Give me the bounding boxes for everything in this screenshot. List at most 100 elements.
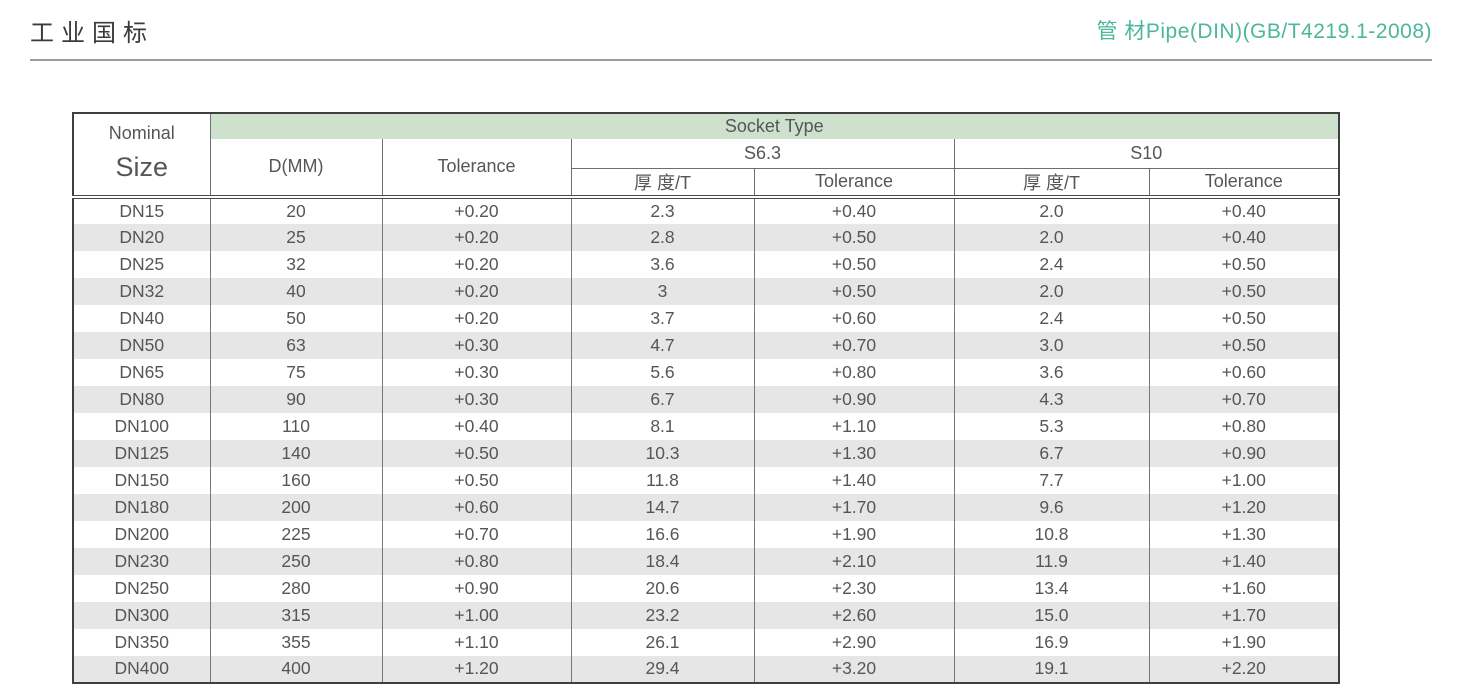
header-d-mm: D(MM) xyxy=(209,139,382,197)
table-cell: 2.3 xyxy=(570,196,754,224)
table-cell: 14.7 xyxy=(570,493,754,521)
table-cell: 9.6 xyxy=(953,493,1149,521)
table-cell: 63 xyxy=(209,331,382,359)
table-cell: 400 xyxy=(209,655,382,683)
table-row: DN65 75 +0.30 5.6 +0.80 3.6 +0.60 xyxy=(73,358,1340,386)
table-cell: +1.60 xyxy=(1148,574,1340,602)
pipe-spec-table: Nominal Size Socket Type D(MM) Tolerance… xyxy=(72,112,1341,684)
table-cell: +0.40 xyxy=(1148,223,1340,251)
table-cell: +0.60 xyxy=(753,304,954,332)
table-row: DN40 50 +0.20 3.7 +0.60 2.4 +0.50 xyxy=(73,304,1340,332)
table-cell: 11.9 xyxy=(953,547,1149,575)
table-cell: 3.6 xyxy=(570,250,754,278)
table-cell: DN400 xyxy=(114,658,169,678)
table-cell: 20 xyxy=(209,196,382,224)
table-cell: +0.90 xyxy=(753,385,954,413)
table-cell: +1.40 xyxy=(1148,547,1340,575)
table-cell: 18.4 xyxy=(570,547,754,575)
table-cell: DN180 xyxy=(114,496,169,517)
table-cell: +2.10 xyxy=(753,547,954,575)
table-cell: 13.4 xyxy=(953,574,1149,602)
table-cell: 50 xyxy=(209,304,382,332)
table-cell: DN100 xyxy=(114,415,169,436)
table-cell: 3.0 xyxy=(953,331,1149,359)
header-tolerance-s10: Tolerance xyxy=(1148,168,1340,197)
table-cell: +0.20 xyxy=(381,250,571,278)
table-cell: 355 xyxy=(209,628,382,656)
table-cell: 140 xyxy=(209,439,382,467)
table-cell: DN150 xyxy=(114,469,169,490)
table-cell: DN40 xyxy=(119,307,165,328)
table-cell: +0.90 xyxy=(381,574,571,602)
table-body: DN15 20 +0.20 2.3 +0.40 2.0 +0.40 DN20 25 +0.20 2.… xyxy=(73,196,1340,683)
table-row: DN300 315 +1.00 23.2 +2.60 15.0 +1.70 xyxy=(73,601,1340,629)
table-cell: +0.30 xyxy=(381,331,571,359)
table-cell: +0.20 xyxy=(381,277,571,305)
header-tolerance-s63: Tolerance xyxy=(753,168,954,197)
table-cell: DN350 xyxy=(114,631,169,652)
table-cell: DN32 xyxy=(119,280,165,301)
table-row: DN80 90 +0.30 6.7 +0.90 4.3 +0.70 xyxy=(73,385,1340,413)
table-cell: 16.9 xyxy=(953,628,1149,656)
header-nominal-label: Nominal xyxy=(108,122,175,143)
table-cell: +0.50 xyxy=(753,250,954,278)
table-cell: DN230 xyxy=(114,550,169,571)
table-cell: 32 xyxy=(209,250,382,278)
table-row: DN25 32 +0.20 3.6 +0.50 2.4 +0.50 xyxy=(73,250,1340,278)
header-socket-type: Socket Type xyxy=(210,113,1340,139)
table-cell: 29.4 xyxy=(570,655,754,683)
table-cell: +0.80 xyxy=(1148,412,1340,440)
header-nominal-size: Nominal Size xyxy=(73,113,211,197)
table-cell: 5.3 xyxy=(953,412,1149,440)
table-row: DN100 110 +0.40 8.1 +1.10 5.3 +0.80 xyxy=(73,412,1340,440)
table-cell: +0.50 xyxy=(1148,304,1340,332)
table-cell: 3.6 xyxy=(953,358,1149,386)
table-cell: DN50 xyxy=(119,334,165,355)
table-row: DN250 280 +0.90 20.6 +2.30 13.4 +1.60 xyxy=(73,574,1340,602)
header-divider xyxy=(30,59,1432,61)
table-cell: +0.70 xyxy=(381,520,571,548)
table-cell: 19.1 xyxy=(953,655,1149,683)
table-cell: +0.50 xyxy=(753,277,954,305)
table-cell: 90 xyxy=(209,385,382,413)
header-size-label: Size xyxy=(115,152,169,182)
standard-reference-title: 管 材Pipe(DIN)(GB/T4219.1-2008) xyxy=(1096,20,1432,43)
table-cell: +1.20 xyxy=(1148,493,1340,521)
page-header: 工业国标 管 材Pipe(DIN)(GB/T4219.1-2008) xyxy=(30,0,1432,60)
pipe-spec-table-container: Nominal Size Socket Type D(MM) Tolerance… xyxy=(72,112,1341,684)
table-cell: +0.80 xyxy=(753,358,954,386)
table-cell: +0.20 xyxy=(381,196,571,224)
table-row: DN180 200 +0.60 14.7 +1.70 9.6 +1.20 xyxy=(73,493,1340,521)
table-cell: DN125 xyxy=(114,442,169,463)
table-cell: +0.70 xyxy=(753,331,954,359)
header-tolerance: Tolerance xyxy=(381,139,571,197)
table-row: DN150 160 +0.50 11.8 +1.40 7.7 +1.00 xyxy=(73,466,1340,494)
table-cell: +0.20 xyxy=(381,223,571,251)
table-cell: +0.50 xyxy=(1148,277,1340,305)
table-cell: 250 xyxy=(209,547,382,575)
table-cell: +1.40 xyxy=(753,466,954,494)
table-cell: 26.1 xyxy=(570,628,754,656)
table-cell: DN250 xyxy=(114,577,169,598)
header-group-s63: S6.3 xyxy=(570,139,954,169)
table-cell: +1.10 xyxy=(381,628,571,656)
table-cell: 15.0 xyxy=(953,601,1149,629)
table-cell: +0.50 xyxy=(381,439,571,467)
table-row: DN50 63 +0.30 4.7 +0.70 3.0 +0.50 xyxy=(73,331,1340,359)
table-cell: 280 xyxy=(209,574,382,602)
table-cell: +1.00 xyxy=(381,601,571,629)
table-cell: 20.6 xyxy=(570,574,754,602)
table-cell: 2.0 xyxy=(953,223,1149,251)
table-cell: +0.40 xyxy=(1148,196,1340,224)
table-cell: +1.90 xyxy=(753,520,954,548)
table-cell: +0.60 xyxy=(1148,358,1340,386)
table-row: DN20 25 +0.20 2.8 +0.50 2.0 +0.40 xyxy=(73,223,1340,251)
table-cell: 2.4 xyxy=(953,304,1149,332)
table-cell: DN65 xyxy=(119,361,165,382)
table-cell: +1.30 xyxy=(753,439,954,467)
table-cell: +0.40 xyxy=(381,412,571,440)
table-cell: 3.7 xyxy=(570,304,754,332)
table-cell: +1.10 xyxy=(753,412,954,440)
table-cell: +1.70 xyxy=(1148,601,1340,629)
table-row: DN15 20 +0.20 2.3 +0.40 2.0 +0.40 xyxy=(73,196,1340,224)
